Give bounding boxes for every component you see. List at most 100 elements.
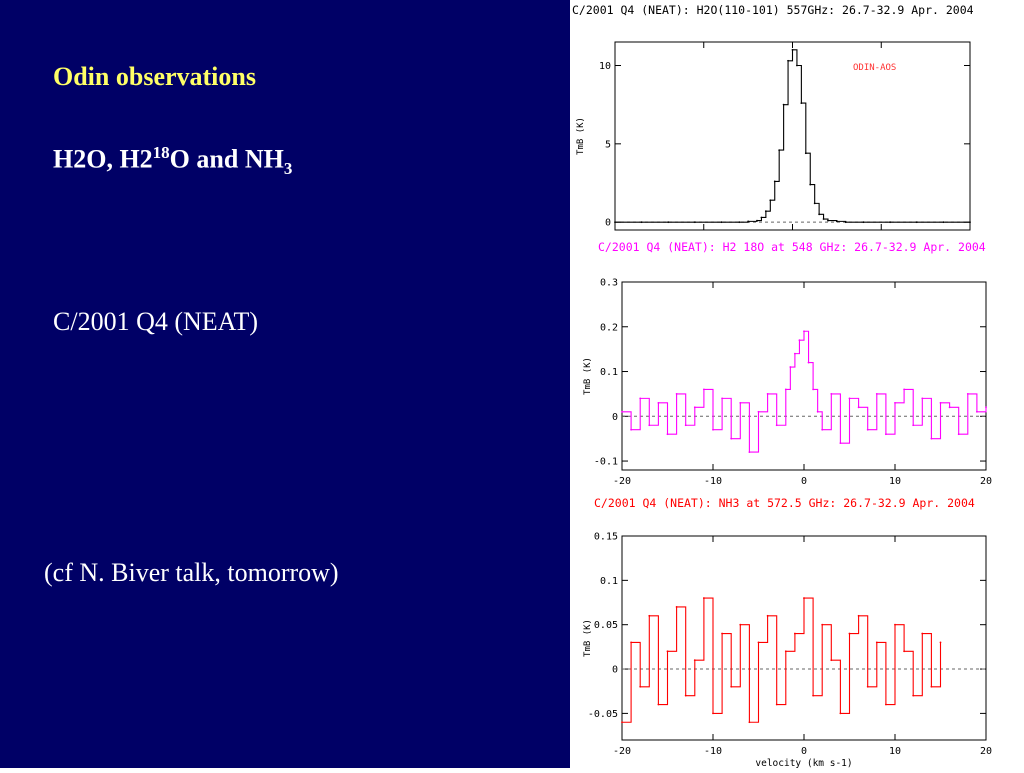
data-point bbox=[621, 721, 623, 724]
data-point bbox=[766, 393, 769, 395]
data-point bbox=[703, 388, 705, 391]
chart-title: C/2001 Q4 (NEAT): H2O(110-101) 557GHz: 2… bbox=[572, 3, 974, 17]
data-point bbox=[857, 614, 860, 617]
y-tick-label: 0.1 bbox=[600, 367, 618, 378]
spectra-charts: C/2001 Q4 (NEAT): H2O(110-101) 557GHz: 2… bbox=[572, 3, 992, 769]
data-point bbox=[985, 406, 987, 409]
spectra-panel: C/2001 Q4 (NEAT): H2O(110-101) 557GHz: 2… bbox=[570, 0, 1024, 769]
data-point bbox=[930, 437, 933, 440]
x-axis-label: velocity (km s-1) bbox=[755, 758, 852, 768]
data-point bbox=[848, 632, 851, 635]
data-point bbox=[889, 221, 892, 224]
x-tick-label: 0 bbox=[801, 746, 807, 757]
data-point bbox=[667, 221, 670, 224]
data-point bbox=[666, 433, 669, 436]
data-point bbox=[885, 703, 887, 706]
data-point bbox=[830, 659, 833, 662]
data-point bbox=[903, 388, 905, 391]
x-tick-label: 0 bbox=[801, 476, 807, 487]
data-point bbox=[639, 397, 642, 400]
data-point bbox=[748, 721, 751, 724]
data-point bbox=[839, 442, 842, 445]
data-point bbox=[796, 64, 798, 67]
data-point bbox=[730, 437, 733, 440]
plot-frame bbox=[614, 41, 971, 231]
data-point bbox=[894, 401, 896, 404]
data-point bbox=[809, 183, 812, 186]
data-point bbox=[915, 221, 918, 224]
y-tick-label: 5 bbox=[605, 139, 611, 150]
molecule-rest: O and NH bbox=[169, 144, 284, 174]
data-point bbox=[640, 221, 643, 224]
x-tick-label: 10 bbox=[889, 746, 901, 757]
data-point bbox=[866, 428, 869, 431]
data-point bbox=[807, 361, 810, 364]
x-tick-label: -20 bbox=[613, 746, 631, 757]
data-point bbox=[875, 393, 878, 395]
y-axis-label: TmB (K) bbox=[583, 357, 593, 395]
data-point bbox=[775, 424, 778, 427]
molecule-h2o: H2O, H2 bbox=[53, 144, 153, 174]
data-point bbox=[791, 48, 794, 51]
slide-text-panel: Odin observations H2O, H218O and NH3 C/2… bbox=[0, 0, 570, 768]
x-tick-label: 20 bbox=[980, 746, 992, 757]
spectrum-line bbox=[622, 330, 987, 453]
plot-frame bbox=[621, 281, 987, 471]
data-point bbox=[939, 401, 942, 404]
data-point bbox=[812, 694, 814, 697]
data-point bbox=[675, 606, 678, 608]
data-point bbox=[903, 650, 905, 653]
data-point bbox=[976, 410, 978, 413]
slide-heading: Odin observations bbox=[53, 62, 256, 91]
data-point bbox=[821, 428, 824, 431]
data-point bbox=[630, 428, 632, 431]
data-point bbox=[760, 216, 763, 219]
data-point bbox=[821, 623, 824, 626]
data-point bbox=[784, 650, 787, 653]
talk-reference-note: (cf N. Biver talk, tomorrow) bbox=[44, 558, 339, 587]
spectrum-chart-3: C/2001 Q4 (NEAT): NH3 at 572.5 GHz: 26.7… bbox=[583, 496, 992, 769]
data-point bbox=[794, 352, 796, 355]
data-point bbox=[812, 388, 814, 391]
y-axis-label: TmB (K) bbox=[576, 117, 586, 155]
data-point bbox=[839, 712, 842, 715]
data-point bbox=[921, 397, 924, 400]
y-tick-label: 0 bbox=[605, 218, 611, 229]
data-point bbox=[764, 210, 767, 213]
y-tick-label: 0.15 bbox=[594, 532, 618, 543]
data-point bbox=[822, 218, 825, 220]
data-point bbox=[693, 221, 696, 224]
data-point bbox=[930, 685, 933, 688]
data-point bbox=[787, 59, 789, 62]
data-point bbox=[813, 202, 816, 205]
data-point bbox=[803, 597, 805, 599]
data-point bbox=[748, 451, 751, 453]
comet-name: C/2001 Q4 (NEAT) bbox=[53, 307, 259, 336]
spectrum-line bbox=[615, 49, 970, 223]
data-point bbox=[818, 213, 821, 216]
chart-title: C/2001 Q4 (NEAT): NH3 at 572.5 GHz: 26.7… bbox=[594, 496, 975, 510]
data-point bbox=[757, 641, 760, 644]
data-point bbox=[827, 219, 829, 222]
data-point bbox=[675, 393, 678, 395]
data-point bbox=[912, 694, 915, 697]
nh3-subscript: 3 bbox=[283, 158, 293, 178]
data-point bbox=[835, 220, 838, 223]
data-point bbox=[857, 406, 860, 409]
data-point bbox=[966, 393, 969, 395]
data-point bbox=[769, 199, 772, 202]
data-point bbox=[766, 614, 769, 617]
data-point bbox=[875, 641, 878, 644]
x-tick-label: 10 bbox=[889, 476, 901, 487]
data-point bbox=[782, 103, 785, 106]
data-point bbox=[912, 424, 915, 427]
spectrum-chart-1: C/2001 Q4 (NEAT): H2O(110-101) 557GHz: 2… bbox=[572, 3, 974, 231]
molecule-list: H2O, H218O and NH3 bbox=[53, 143, 292, 179]
data-point bbox=[844, 221, 847, 224]
y-axis-label: TmB (K) bbox=[583, 619, 593, 657]
data-point bbox=[803, 330, 805, 333]
data-point bbox=[894, 623, 896, 626]
data-point bbox=[648, 424, 651, 427]
y-tick-label: 0 bbox=[612, 412, 618, 423]
data-point bbox=[921, 632, 924, 635]
